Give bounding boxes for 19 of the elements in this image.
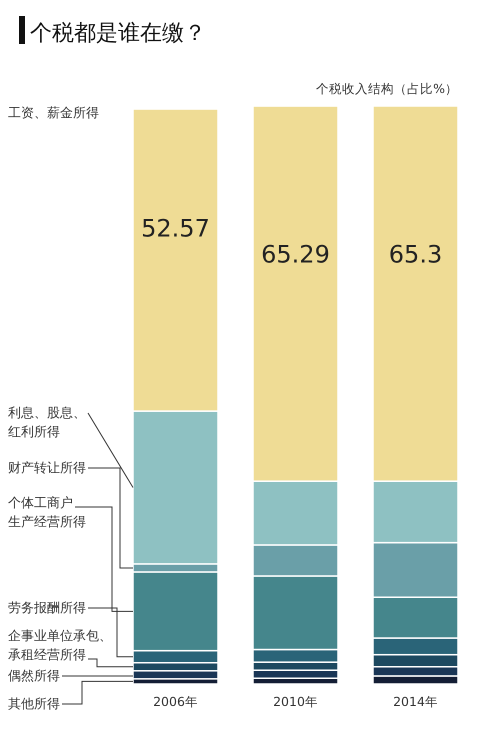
data-label: 65.3 — [388, 240, 442, 269]
series-label: 红利所得 — [8, 425, 60, 440]
series-label: 利息、股息、 — [8, 406, 86, 421]
series-label: 承租经营所得 — [8, 648, 86, 663]
category-label: 2010年 — [273, 694, 318, 709]
series-label: 劳务报酬所得 — [8, 601, 86, 616]
series-label: 工资、薪金所得 — [8, 106, 99, 121]
title: 个税都是谁在缴？ — [30, 21, 206, 46]
series-label: 偶然所得 — [8, 669, 60, 684]
series-label: 生产经营所得 — [8, 515, 86, 530]
series-label: 财产转让所得 — [8, 461, 86, 476]
category-label: 2006年 — [153, 694, 198, 709]
subtitle: 个税收入结构（占比%） — [316, 81, 458, 96]
data-label: 65.29 — [261, 240, 330, 269]
series-label: 其他所得 — [8, 697, 60, 712]
series-label: 个体工商户 — [8, 496, 73, 511]
category-label: 2014年 — [393, 694, 438, 709]
series-label: 企事业单位承包、 — [8, 629, 112, 644]
data-label: 52.57 — [141, 214, 210, 242]
